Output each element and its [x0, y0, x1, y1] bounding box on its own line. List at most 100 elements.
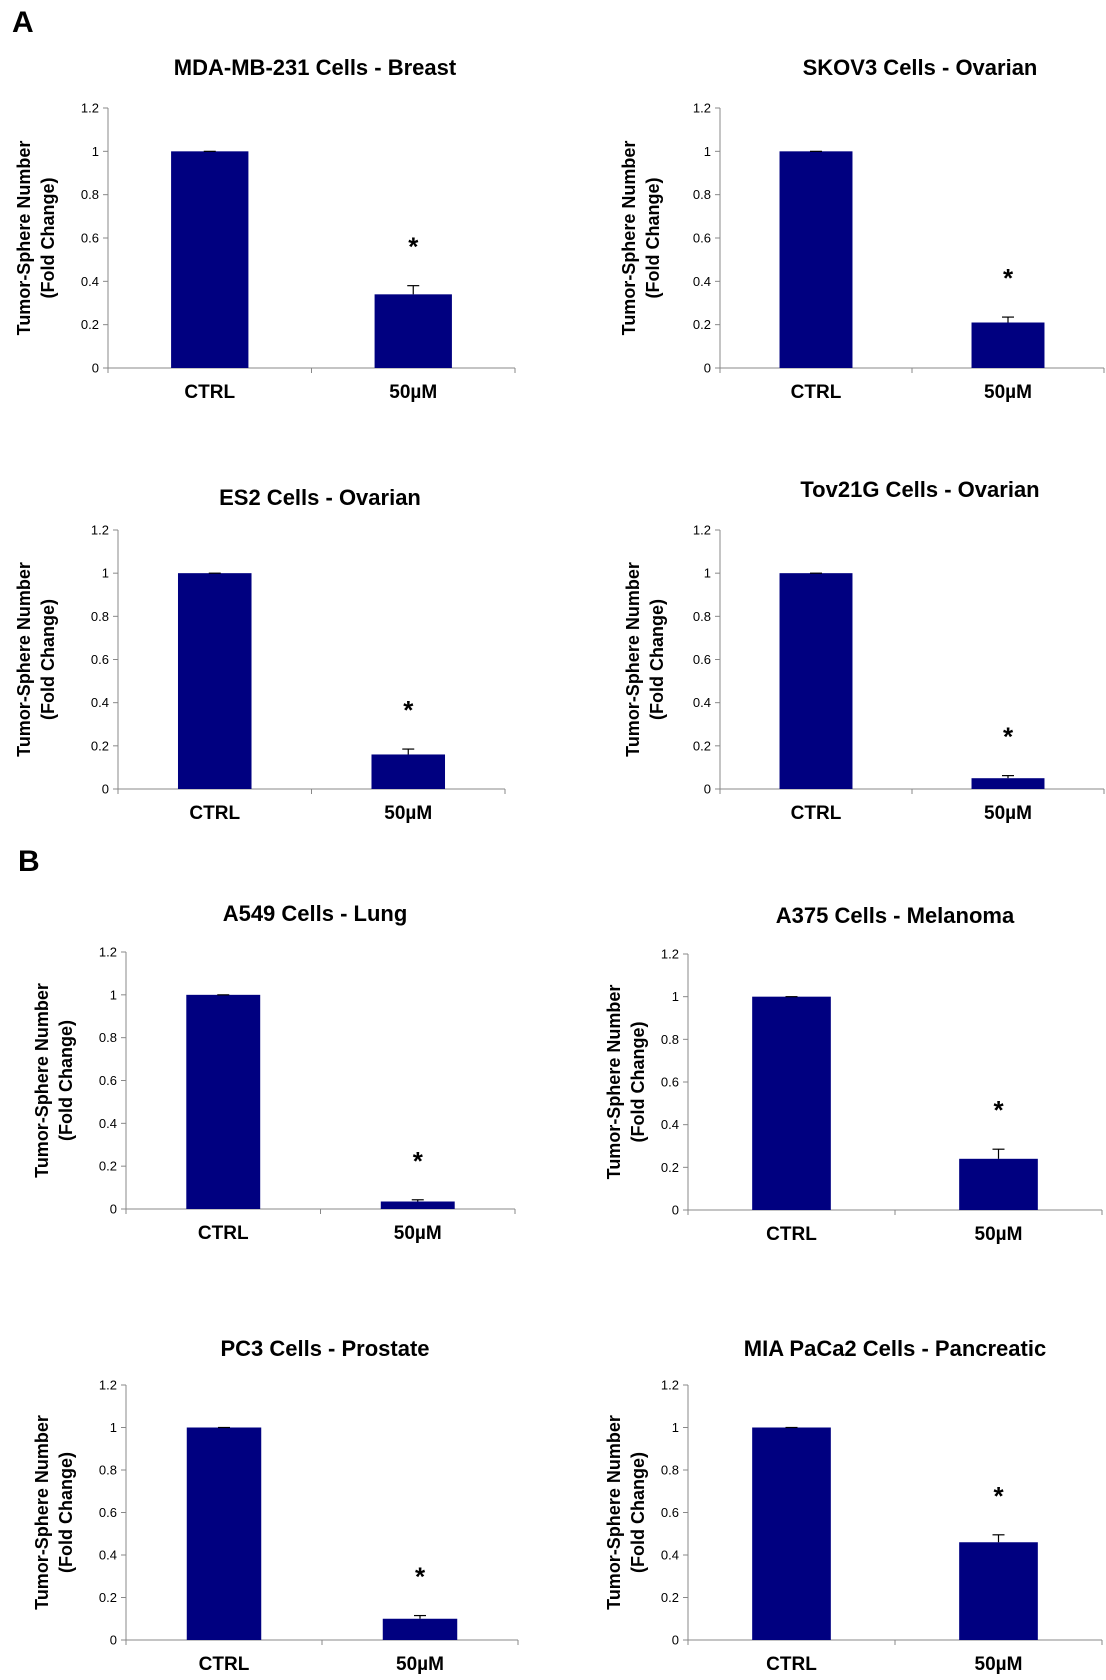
x-tick-label: 50µM	[394, 1223, 442, 1244]
y-tick-label: 0	[704, 782, 711, 797]
bar-ctrl	[186, 1427, 262, 1640]
chart-title: MDA-MB-231 Cells - Breast	[174, 55, 457, 80]
y-tick-label: 0.8	[693, 187, 711, 202]
chart-panel-6: A375 Cells - Melanoma Tumor-Sphere Number…	[604, 903, 1103, 1245]
y-tick-label: 0.8	[91, 609, 109, 624]
significance-star: *	[413, 1146, 424, 1176]
chart-panel-4: Tov21G Cells - Ovarian Tumor-Sphere Numbe…	[623, 477, 1105, 824]
y-tick-label: 1	[110, 987, 117, 1002]
chart-title: ES2 Cells - Ovarian	[219, 485, 421, 510]
y-tick-label: 1	[704, 566, 711, 581]
bar-ctrl	[171, 151, 249, 368]
chart-panel-5: A549 Cells - Lung Tumor-Sphere Number (Fol…	[32, 901, 516, 1244]
y-tick-label: 1	[672, 1420, 679, 1435]
y-axis-label: (Fold Change)	[38, 599, 58, 720]
y-tick-label: 0.4	[661, 1117, 679, 1132]
bar-ctrl	[186, 994, 261, 1209]
y-tick-label: 0.6	[91, 652, 109, 667]
y-tick-label: 1.2	[661, 947, 679, 962]
y-axis-label: Tumor-Sphere Number	[32, 1415, 52, 1610]
y-tick-label: 0.8	[81, 187, 99, 202]
significance-star: *	[993, 1095, 1004, 1125]
bar-ctrl	[779, 573, 853, 789]
y-axis-label: Tumor-Sphere Number	[32, 983, 52, 1178]
x-tick-label: 50µM	[975, 1224, 1023, 1245]
y-tick-label: 0.6	[693, 231, 711, 246]
y-tick-label: 0.8	[693, 609, 711, 624]
y-tick-label: 0.2	[693, 738, 711, 753]
y-tick-label: 0.4	[661, 1548, 679, 1563]
chart-panel-7: PC3 Cells - Prostate Tumor-Sphere Number(…	[32, 1336, 519, 1675]
y-tick-label: 0.8	[99, 1463, 117, 1478]
y-tick-label: 0.2	[81, 317, 99, 332]
x-tick-label: CTRL	[791, 382, 842, 403]
y-tick-label: 1	[704, 144, 711, 159]
y-tick-label: 1.2	[99, 1378, 117, 1393]
y-tick-label: 0	[110, 1633, 117, 1648]
chart-panel-1: MDA-MB-231 Cells - Breast Tumor-Sphere Nu…	[14, 55, 516, 403]
y-axis-label: Tumor-Sphere Number	[14, 562, 34, 757]
chart-title: A549 Cells - Lung	[223, 901, 408, 926]
y-axis-label: Tumor-Sphere Number	[604, 1415, 624, 1610]
y-tick-label: 0.8	[661, 1463, 679, 1478]
y-tick-label: 1.2	[81, 101, 99, 116]
x-tick-label: 50µM	[389, 382, 437, 403]
x-tick-label: CTRL	[189, 803, 240, 824]
y-tick-label: 0.2	[661, 1590, 679, 1605]
y-tick-label: 0	[704, 361, 711, 376]
y-axis-label: (Fold Change)	[56, 1452, 76, 1573]
y-tick-label: 0.4	[693, 695, 711, 710]
bar-50um	[959, 1158, 1038, 1210]
x-tick-label: 50µM	[984, 382, 1032, 403]
significance-star: *	[1003, 263, 1014, 293]
y-tick-label: 0.4	[91, 695, 109, 710]
significance-star: *	[415, 1562, 426, 1592]
y-tick-label: 0.2	[99, 1159, 117, 1174]
bar-50um	[959, 1542, 1038, 1640]
x-tick-label: CTRL	[199, 1654, 250, 1675]
y-tick-label: 1.2	[91, 523, 109, 538]
chart-title: A375 Cells - Melanoma	[776, 903, 1015, 928]
y-tick-label: 0.6	[693, 652, 711, 667]
significance-star: *	[993, 1481, 1004, 1511]
y-tick-label: 0.4	[81, 274, 99, 289]
y-tick-label: 0	[110, 1202, 117, 1217]
chart-panel-2: SKOV3 Cells - Ovarian Tumor-Sphere Number…	[619, 55, 1105, 403]
chart-title: Tov21G Cells - Ovarian	[800, 477, 1039, 502]
y-tick-label: 0.2	[693, 317, 711, 332]
bar-50um	[380, 1201, 455, 1209]
y-axis-label: (Fold Change)	[628, 1452, 648, 1573]
panel-label-a: A	[12, 6, 34, 39]
y-tick-label: 1.2	[693, 101, 711, 116]
chart-title: SKOV3 Cells - Ovarian	[803, 55, 1038, 80]
y-tick-label: 0.2	[91, 738, 109, 753]
y-tick-label: 0.6	[661, 1075, 679, 1090]
bar-50um	[971, 778, 1045, 789]
x-tick-label: 50µM	[384, 803, 432, 824]
y-axis-label: Tumor-Sphere Number	[619, 141, 639, 336]
y-axis-label: Tumor-Sphere Number	[623, 562, 643, 757]
x-tick-label: 50µM	[984, 803, 1032, 824]
y-tick-label: 1.2	[99, 945, 117, 960]
bar-50um	[382, 1618, 458, 1640]
bar-ctrl	[779, 151, 853, 368]
y-tick-label: 1	[102, 566, 109, 581]
significance-star: *	[403, 695, 414, 725]
significance-star: *	[408, 232, 419, 262]
chart-title: PC3 Cells - Prostate	[220, 1336, 429, 1361]
chart-panel-8: MIA PaCa2 Cells - Pancreatic Tumor-Sphere…	[604, 1336, 1103, 1675]
x-tick-label: CTRL	[198, 1223, 249, 1244]
y-tick-label: 0	[92, 361, 99, 376]
y-tick-label: 0.6	[81, 231, 99, 246]
bar-ctrl	[752, 996, 831, 1210]
y-tick-label: 0.2	[661, 1160, 679, 1175]
x-tick-label: 50µM	[396, 1654, 444, 1675]
y-axis-label: Tumor-Sphere Number	[604, 985, 624, 1180]
y-tick-label: 0.4	[99, 1548, 117, 1563]
y-axis-label: (Fold Change)	[647, 599, 667, 720]
y-tick-label: 0	[672, 1633, 679, 1648]
chart-panel-3: ES2 Cells - Ovarian Tumor-Sphere Number (F…	[14, 485, 506, 824]
panel-label-b: B	[18, 845, 40, 878]
x-tick-label: CTRL	[184, 382, 235, 403]
x-tick-label: CTRL	[766, 1654, 817, 1675]
